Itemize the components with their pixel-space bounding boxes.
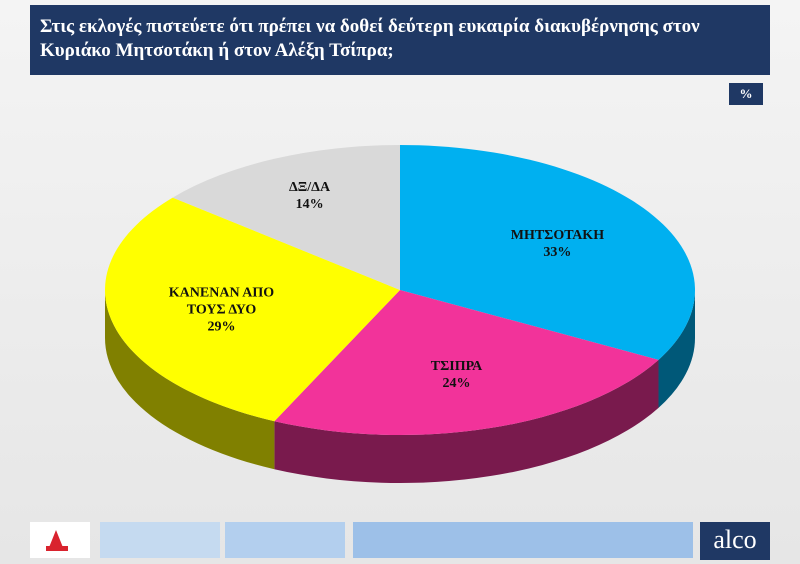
footer-box [100,522,220,558]
slice-side [105,290,275,470]
footer-box [225,522,345,558]
slice-label: ΤΣΙΠΡΑ 24% [397,358,517,392]
slice-side [274,359,659,483]
value-label: 24% [442,376,471,392]
value-label: 29% [207,319,236,335]
title-bar: Στις εκλογές πιστεύετε ότι πρέπει να δοθ… [30,5,770,75]
footer-box [353,522,693,558]
logo: alco [700,522,770,560]
footer-box [30,522,90,558]
category-label: ΚΑΝΕΝΑΝ ΑΠΟ ΤΟΥΣ ΔΥΟ [168,285,275,318]
slice-side [658,290,695,408]
logo-icon [46,530,68,551]
slice [105,197,400,422]
footer: alco [30,522,770,560]
slice [274,290,659,436]
category-label: ΔΞ/ΔΑ [289,179,331,195]
slice-label: ΜΗΤΣΟΤΑΚΗ 33% [497,227,617,261]
slice [400,145,696,360]
unit-badge: % [729,83,763,105]
value-label: 33% [543,245,572,261]
slice [172,145,400,290]
category-label: ΤΣΙΠΡΑ [430,359,483,375]
slice-label: ΚΑΝΕΝΑΝ ΑΠΟ ΤΟΥΣ ΔΥΟ 29% [162,284,282,335]
slice-label: ΔΞ/ΔΑ 14% [250,179,370,213]
category-label: ΜΗΤΣΟΤΑΚΗ [510,228,605,244]
chart-title: Στις εκλογές πιστεύετε ότι πρέπει να δοθ… [40,16,700,61]
value-label: 14% [295,196,324,212]
